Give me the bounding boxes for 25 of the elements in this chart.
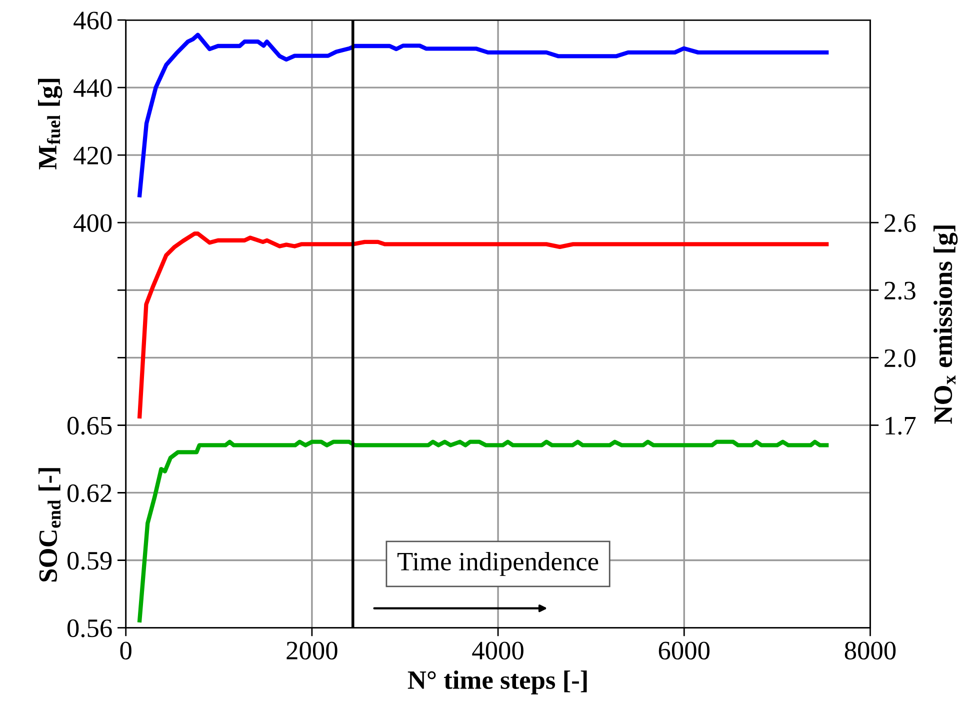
y2-tick-label: 2.3 (884, 282, 916, 300)
y2-tick-label: 1.7 (886, 416, 916, 435)
y-tick-label: 400 (74, 214, 112, 232)
y2-tick-label: 2.0 (884, 349, 916, 368)
y3-axis-title: SOC$_{end}$ [-] (38, 468, 61, 582)
line-series (138, 232, 829, 418)
x-tick-label: 4000 (472, 642, 524, 660)
line-series (138, 32, 829, 198)
annotation: Time indipendence (397, 552, 598, 576)
x-tick-label: 6000 (658, 642, 710, 660)
y-tick-label: 460 (74, 12, 112, 30)
y3-tick-label: 0.65 (67, 416, 112, 435)
x-tick-label: 8000 (844, 642, 896, 660)
x-tick-label: 0 (120, 642, 132, 660)
y-tick-label: 420 (74, 146, 112, 164)
y2-axis-title: NO$_{x}$ emissions [g] (934, 226, 958, 424)
y-axis-title: M$_{fuel}$ [g] (38, 78, 62, 170)
y2-tick-label: 2.6 (884, 214, 916, 232)
y-tick-label: 440 (74, 79, 112, 97)
x-tick-label: 2000 (286, 642, 338, 660)
y3-tick-label: 0.59 (67, 552, 112, 570)
line-series (138, 440, 829, 622)
y3-tick-label: 0.56 (67, 619, 112, 638)
y3-tick-label: 0.62 (67, 484, 112, 502)
x-axis-title: N° time steps [-] (408, 670, 587, 694)
